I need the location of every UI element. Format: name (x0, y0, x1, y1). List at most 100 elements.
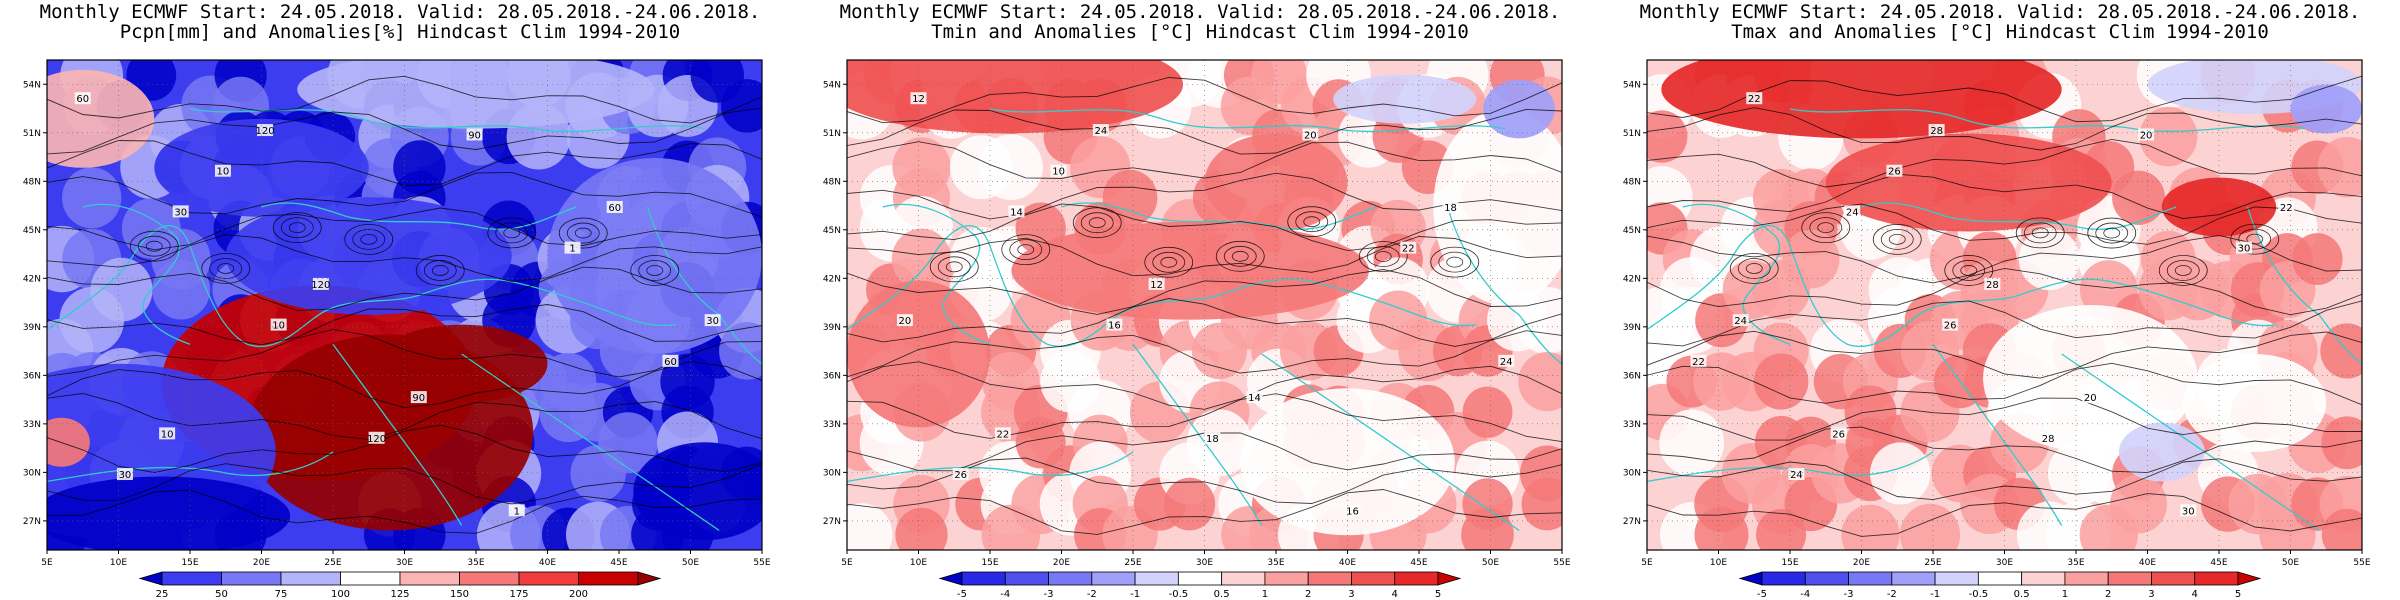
colorbar-segment (578, 571, 639, 586)
contour-label: 22 (994, 427, 1011, 440)
svg-text:20: 20 (2084, 393, 2097, 404)
colorbar-min-arrow (938, 571, 963, 586)
lat-tick-label: 39N (23, 323, 41, 333)
lat-tick-label: 42N (23, 274, 41, 284)
lon-tick-label: 30E (1996, 558, 2013, 568)
colorbar-tick-label: -2 (1087, 589, 1097, 600)
colorbar-segment (1804, 571, 1849, 586)
svg-text:26: 26 (954, 470, 967, 481)
lon-tick-label: 20E (1853, 558, 1870, 568)
colorbar-segment (161, 571, 222, 586)
lat-tick-label: 54N (823, 80, 841, 90)
svg-text:120: 120 (256, 126, 275, 137)
svg-text:10: 10 (1052, 167, 1065, 178)
colorbar-segment (1891, 571, 1936, 586)
precip-anomaly-panel: Monthly ECMWF Start: 24.05.2018. Valid: … (0, 0, 800, 600)
lon-tick-label: 50E (2282, 558, 2299, 568)
contour-label: 90 (410, 391, 427, 404)
contour-label: 24 (1788, 468, 1805, 481)
lat-tick-label: 51N (823, 129, 841, 139)
colorbar-tick-label: -5 (1757, 589, 1767, 600)
svg-text:28: 28 (1986, 280, 1999, 291)
svg-text:30: 30 (2182, 506, 2195, 517)
contour-label: 12 (910, 92, 927, 105)
svg-text:24: 24 (1094, 126, 1107, 137)
lat-tick-label: 36N (23, 371, 41, 381)
contour-label: 10 (1050, 164, 1067, 178)
lon-tick-label: 30E (396, 558, 413, 568)
colorbar-segment (961, 571, 1006, 586)
lat-tick-label: 45N (23, 226, 41, 236)
tmin-anomaly-panel: Monthly ECMWF Start: 24.05.2018. Valid: … (800, 0, 1600, 600)
colorbar-tick-label: 1 (1262, 589, 1268, 600)
lon-tick-label: 30E (1196, 558, 1213, 568)
contour-label: 30 (704, 314, 721, 327)
svg-text:1: 1 (514, 506, 520, 517)
colorbar-segment (1091, 571, 1136, 586)
colorbar-tick-label: -1 (1930, 589, 1940, 600)
contour-label: 18 (1442, 200, 1459, 214)
contour-label: 26 (1942, 318, 1959, 332)
contour-label: 10 (270, 318, 287, 332)
contour-label: 26 (952, 468, 969, 481)
contour-label: 16 (1344, 504, 1361, 517)
svg-text:120: 120 (311, 280, 330, 291)
colorbar-tick-label: 0.5 (2014, 589, 2030, 600)
svg-text:16: 16 (1346, 506, 1359, 517)
colorbar-segment (1004, 571, 1049, 586)
lat-tick-label: 45N (1623, 226, 1641, 236)
lat-tick-label: 27N (823, 517, 841, 527)
lat-tick-label: 30N (823, 468, 841, 478)
panel-title-line1: Monthly ECMWF Start: 24.05.2018. Valid: … (839, 1, 1561, 23)
lon-tick-label: 40E (539, 558, 556, 568)
colorbar-tick-label: 0.5 (1214, 589, 1230, 600)
svg-text:120: 120 (367, 434, 386, 445)
lat-tick-label: 48N (23, 177, 41, 187)
lat-tick-label: 30N (23, 468, 41, 478)
svg-text:28: 28 (1930, 126, 1943, 137)
colorbar-tick-label: 25 (156, 589, 169, 600)
colorbar-tick-label: 5 (1435, 589, 1441, 600)
colorbar-segment (399, 571, 460, 586)
colorbar-min-arrow (1738, 571, 1763, 586)
contour-label: 28 (2040, 431, 2057, 445)
lat-tick-label: 33N (823, 420, 841, 430)
lat-tick-label: 48N (823, 177, 841, 187)
svg-text:60: 60 (664, 357, 677, 368)
lon-tick-label: 35E (2067, 558, 2084, 568)
contour-label: 30 (2236, 241, 2253, 255)
contour-label: 22 (1746, 92, 1763, 105)
colorbar-segment (1264, 571, 1309, 586)
lat-tick-label: 42N (1623, 274, 1641, 284)
lat-tick-label: 51N (1623, 129, 1641, 139)
colorbar-segment (2064, 571, 2109, 586)
svg-text:1: 1 (569, 244, 575, 255)
lon-tick-label: 15E (181, 558, 198, 568)
colorbar-segment (1848, 571, 1893, 586)
lon-tick-label: 40E (1339, 558, 1356, 568)
contour-label: 120 (367, 431, 386, 445)
lon-tick-label: 40E (2139, 558, 2156, 568)
lon-tick-label: 55E (753, 558, 770, 568)
lat-tick-label: 33N (1623, 420, 1641, 430)
contour-label: 26 (1830, 427, 1847, 440)
lon-tick-label: 20E (253, 558, 270, 568)
lat-tick-label: 45N (823, 226, 841, 236)
colorbar-tick-label: 1 (2062, 589, 2068, 600)
colorbar-tick-label: -4 (1000, 589, 1010, 600)
panel-title-line1: Monthly ECMWF Start: 24.05.2018. Valid: … (1639, 1, 2361, 23)
colorbar-segment (1048, 571, 1093, 586)
colorbar-tick-label: 2 (1305, 589, 1311, 600)
contour-label: 22 (2278, 200, 2295, 214)
lon-tick-label: 35E (1267, 558, 1284, 568)
contour-label: 28 (1928, 124, 1945, 137)
lon-tick-label: 50E (1482, 558, 1499, 568)
svg-text:20: 20 (899, 316, 912, 327)
colorbar-segment (1351, 571, 1396, 586)
contour-label: 20 (896, 314, 913, 327)
svg-text:60: 60 (608, 203, 621, 214)
contour-label: 20 (2138, 128, 2155, 141)
colorbar-tick-label: -4 (1800, 589, 1810, 600)
contour-label: 30 (172, 205, 189, 218)
contour-label: 30 (2180, 504, 2197, 517)
